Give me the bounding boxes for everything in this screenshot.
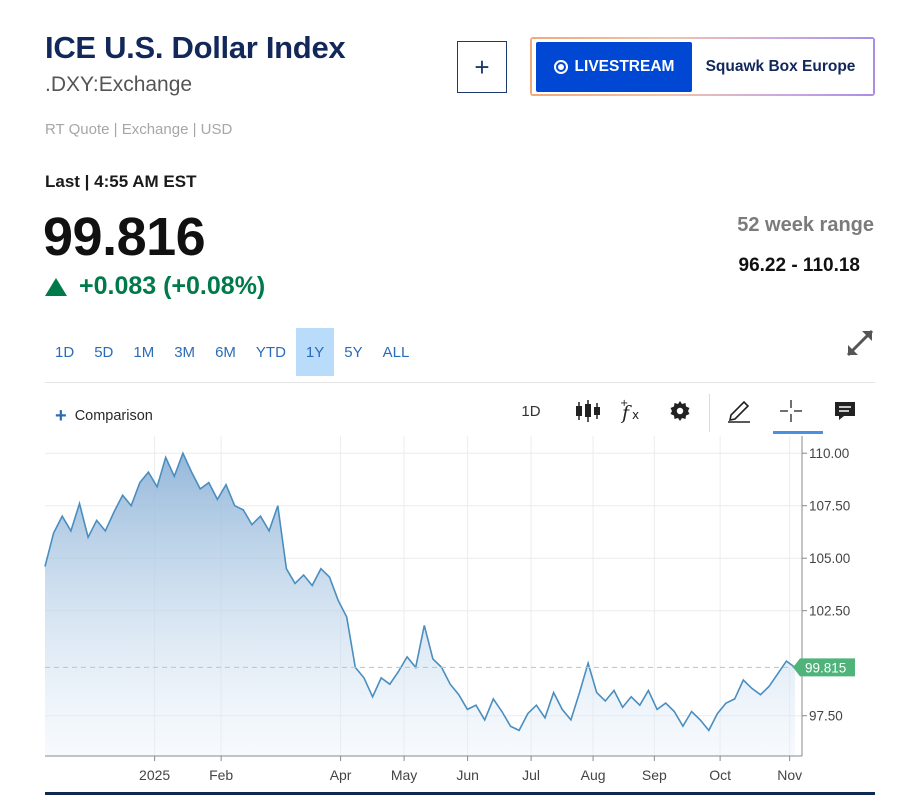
week-range-label: 52 week range	[737, 214, 874, 236]
y-axis: 110.00 107.50 105.00 102.50 97.50	[801, 436, 850, 756]
comparison-label: Comparison	[74, 408, 153, 424]
current-value-marker: 99.815	[793, 658, 855, 677]
tab-1m[interactable]: 1M	[133, 343, 155, 361]
timeframe-tabs: 1D 5D 1M 3M 6M YTD 1Y 5Y ALL	[45, 328, 419, 376]
x-tick-label: Jul	[522, 767, 540, 783]
current-value-label: 99.815	[805, 660, 846, 675]
last-price: 99.816	[43, 207, 206, 267]
divider	[45, 382, 875, 383]
interval-button[interactable]: 1D	[521, 402, 541, 420]
tab-5d[interactable]: 5D	[94, 343, 114, 361]
crosshair-icon[interactable]	[778, 397, 804, 425]
week-range-value: 96.22 - 110.18	[738, 255, 861, 276]
x-tick-label: 2025	[139, 767, 170, 783]
pencil-icon[interactable]	[726, 397, 752, 425]
quote-meta: RT Quote | Exchange | USD	[45, 121, 233, 138]
live-dot-icon	[553, 59, 568, 74]
svg-text:f: f	[620, 402, 632, 424]
expand-chart-icon[interactable]	[844, 327, 876, 359]
svg-text:+: +	[620, 398, 628, 409]
tab-1d[interactable]: 1D	[55, 343, 75, 361]
plus-icon: +	[55, 405, 67, 427]
toolbar-divider	[709, 394, 710, 432]
comparison-button[interactable]: + Comparison	[55, 406, 153, 426]
livestream-label: LIVESTREAM	[574, 57, 675, 75]
livestream-show-link[interactable]: Squawk Box Europe	[705, 57, 856, 75]
up-arrow-icon	[45, 277, 67, 296]
x-axis: 2025 Feb Apr May Jun Jul Aug Sep Oct Nov	[45, 755, 802, 783]
tab-all[interactable]: ALL	[382, 343, 410, 361]
x-tick-label: Sep	[642, 767, 667, 783]
livestream-banner[interactable]: LIVESTREAM Squawk Box Europe	[530, 37, 875, 96]
x-tick-label: Feb	[209, 767, 233, 783]
price-chart[interactable]: 110.00 107.50 105.00 102.50 97.50 2025 Feb Apr…	[0, 436, 920, 792]
y-tick-label: 97.50	[809, 709, 843, 724]
y-tick-label: 102.50	[809, 604, 850, 619]
price-change: +0.083 (+0.08%)	[45, 272, 265, 301]
chart-bottom-border	[45, 792, 875, 795]
tab-6m[interactable]: 6M	[215, 343, 236, 361]
add-to-watchlist-button[interactable]: +	[457, 41, 507, 93]
tab-3m[interactable]: 3M	[174, 343, 196, 361]
price-change-value: +0.083 (+0.08%)	[79, 272, 266, 300]
y-tick-label: 110.00	[809, 446, 849, 461]
price-area	[45, 453, 795, 756]
y-tick-label: 105.00	[809, 551, 850, 566]
page-title: ICE U.S. Dollar Index	[45, 30, 346, 65]
last-updated: Last | 4:55 AM EST	[45, 172, 197, 191]
symbol-label: .DXY:Exchange	[45, 73, 193, 96]
y-tick-label: 107.50	[809, 499, 850, 514]
current-value-badge	[793, 658, 855, 677]
gear-icon[interactable]	[668, 397, 692, 425]
price-line	[44, 451, 796, 732]
x-tick-label: Oct	[709, 767, 731, 783]
x-tick-label: Apr	[330, 767, 352, 783]
indicators-fx-icon[interactable]: f x +	[619, 397, 647, 425]
x-tick-label: Jun	[456, 767, 479, 783]
active-tool-indicator	[773, 431, 823, 434]
livestream-button[interactable]: LIVESTREAM	[536, 41, 692, 92]
x-tick-label: Aug	[581, 767, 606, 783]
x-tick-label: May	[391, 767, 417, 783]
tab-5y[interactable]: 5Y	[344, 343, 363, 361]
x-tick-label: Nov	[777, 767, 802, 783]
candlestick-icon[interactable]	[574, 397, 602, 425]
comment-icon[interactable]	[832, 397, 858, 425]
tab-1y[interactable]: 1Y	[295, 328, 335, 376]
svg-text:x: x	[632, 408, 639, 422]
tab-ytd[interactable]: YTD	[255, 343, 286, 361]
